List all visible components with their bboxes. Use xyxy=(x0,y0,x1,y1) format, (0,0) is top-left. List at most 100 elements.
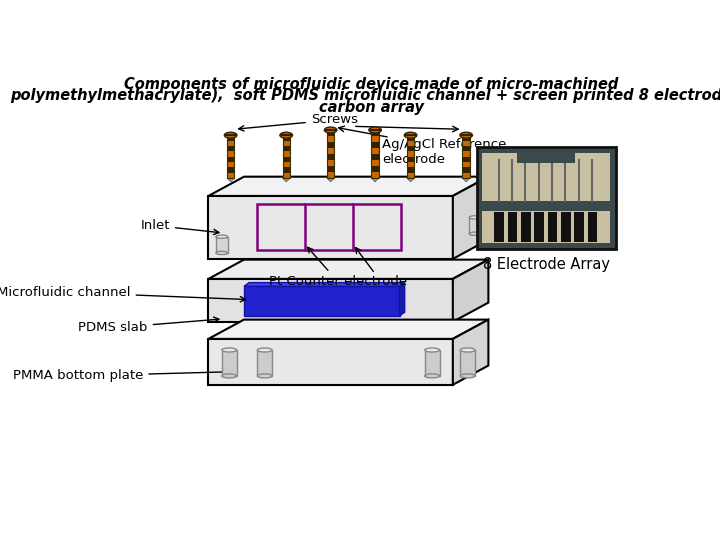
Polygon shape xyxy=(508,212,517,242)
Polygon shape xyxy=(575,212,584,242)
Text: 8 Electrode Array: 8 Electrode Array xyxy=(482,256,610,272)
Polygon shape xyxy=(372,142,379,148)
Text: Pt Counter electrode: Pt Counter electrode xyxy=(269,247,407,288)
Polygon shape xyxy=(561,212,571,242)
Text: Inlet: Inlet xyxy=(140,219,219,234)
Ellipse shape xyxy=(425,374,439,378)
Ellipse shape xyxy=(257,374,272,378)
Polygon shape xyxy=(227,146,234,151)
Ellipse shape xyxy=(324,127,337,133)
Polygon shape xyxy=(407,140,414,146)
Ellipse shape xyxy=(405,132,417,138)
Polygon shape xyxy=(227,151,234,157)
Polygon shape xyxy=(327,148,334,154)
Ellipse shape xyxy=(222,374,237,378)
Ellipse shape xyxy=(257,348,272,352)
Polygon shape xyxy=(208,320,488,339)
Polygon shape xyxy=(372,154,379,160)
Polygon shape xyxy=(222,350,237,376)
Ellipse shape xyxy=(425,348,439,352)
Polygon shape xyxy=(495,212,504,242)
Polygon shape xyxy=(208,177,488,196)
Polygon shape xyxy=(282,173,290,178)
Text: polymethylmethacrylate),  soft PDMS microfluidic channel + screen printed 8 elec: polymethylmethacrylate), soft PDMS micro… xyxy=(10,88,720,103)
Ellipse shape xyxy=(216,235,228,238)
Polygon shape xyxy=(462,162,470,167)
Polygon shape xyxy=(216,237,228,253)
Polygon shape xyxy=(462,151,470,157)
Polygon shape xyxy=(282,151,290,157)
Polygon shape xyxy=(588,212,598,242)
Polygon shape xyxy=(227,135,234,140)
Ellipse shape xyxy=(460,348,475,352)
Polygon shape xyxy=(462,135,470,140)
Polygon shape xyxy=(208,196,453,259)
Polygon shape xyxy=(372,166,379,172)
Polygon shape xyxy=(327,130,334,136)
Polygon shape xyxy=(460,350,475,376)
Polygon shape xyxy=(227,157,234,162)
Text: carbon array: carbon array xyxy=(319,100,424,114)
Polygon shape xyxy=(282,167,290,173)
Polygon shape xyxy=(282,157,290,162)
Polygon shape xyxy=(517,153,575,163)
Polygon shape xyxy=(462,146,470,151)
Polygon shape xyxy=(407,157,414,162)
Polygon shape xyxy=(407,173,414,178)
Polygon shape xyxy=(327,178,334,182)
Ellipse shape xyxy=(216,251,228,254)
Polygon shape xyxy=(400,282,405,316)
Polygon shape xyxy=(462,157,470,162)
Text: Outlet: Outlet xyxy=(482,210,539,222)
Polygon shape xyxy=(244,282,405,286)
Polygon shape xyxy=(462,173,470,178)
Polygon shape xyxy=(407,162,414,167)
Polygon shape xyxy=(453,320,488,385)
Polygon shape xyxy=(462,167,470,173)
Polygon shape xyxy=(208,260,488,279)
Ellipse shape xyxy=(460,374,475,378)
Polygon shape xyxy=(453,260,488,322)
Polygon shape xyxy=(407,178,414,182)
Polygon shape xyxy=(407,135,414,140)
Polygon shape xyxy=(257,350,272,376)
Polygon shape xyxy=(208,279,453,322)
Polygon shape xyxy=(282,146,290,151)
Polygon shape xyxy=(327,160,334,166)
Ellipse shape xyxy=(369,127,382,133)
Ellipse shape xyxy=(469,216,481,219)
Polygon shape xyxy=(282,162,290,167)
Polygon shape xyxy=(282,135,290,140)
Polygon shape xyxy=(462,178,470,182)
Polygon shape xyxy=(372,136,379,142)
Polygon shape xyxy=(534,212,544,242)
Polygon shape xyxy=(407,151,414,157)
Polygon shape xyxy=(482,211,610,244)
Polygon shape xyxy=(407,167,414,173)
Text: Ag/AgCl Reference
electrode: Ag/AgCl Reference electrode xyxy=(382,138,507,166)
Polygon shape xyxy=(327,172,334,178)
Text: Components of microfluidic device made of micro-machined: Components of microfluidic device made o… xyxy=(124,77,618,92)
Polygon shape xyxy=(282,140,290,146)
Ellipse shape xyxy=(222,348,237,352)
Polygon shape xyxy=(372,172,379,178)
Ellipse shape xyxy=(280,132,292,138)
Text: Screws: Screws xyxy=(238,113,358,131)
Ellipse shape xyxy=(469,232,481,235)
Polygon shape xyxy=(227,162,234,167)
Polygon shape xyxy=(227,178,234,182)
Text: Microfluidic channel: Microfluidic channel xyxy=(0,286,246,302)
Ellipse shape xyxy=(460,132,472,138)
Polygon shape xyxy=(372,160,379,166)
Polygon shape xyxy=(482,153,610,201)
Polygon shape xyxy=(372,130,379,136)
Polygon shape xyxy=(477,147,616,249)
Polygon shape xyxy=(372,148,379,154)
Polygon shape xyxy=(327,154,334,160)
Polygon shape xyxy=(462,140,470,146)
Polygon shape xyxy=(327,166,334,172)
Polygon shape xyxy=(548,212,557,242)
Text: PDMS slab: PDMS slab xyxy=(78,317,219,334)
Polygon shape xyxy=(327,142,334,148)
Polygon shape xyxy=(372,178,379,182)
